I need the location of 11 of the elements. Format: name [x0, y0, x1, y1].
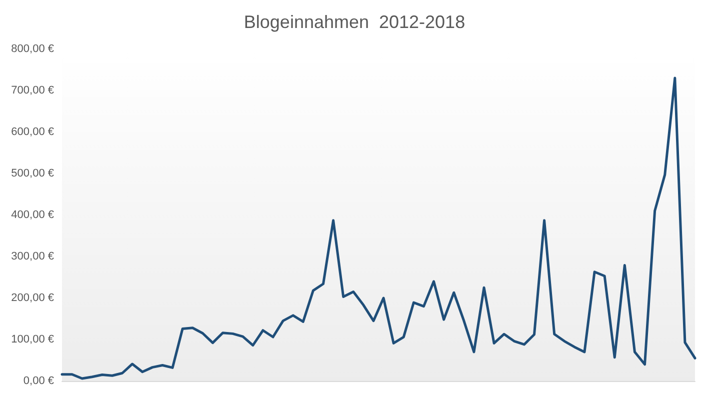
y-tick-label: 200,00 €: [11, 292, 54, 304]
y-tick-label: 0,00 €: [23, 375, 54, 387]
y-tick-label: 700,00 €: [11, 84, 54, 96]
line-series: [60, 76, 696, 380]
y-tick-label: 300,00 €: [11, 250, 54, 262]
y-tick-label: 500,00 €: [11, 168, 54, 180]
y-tick-label: 400,00 €: [11, 209, 54, 221]
y-tick-label: 600,00 €: [11, 126, 54, 138]
y-tick-label: 800,00 €: [11, 43, 54, 55]
y-tick-label: 100,00 €: [11, 334, 54, 346]
chart-title: Blogeinnahmen 2012-2018: [244, 12, 466, 32]
